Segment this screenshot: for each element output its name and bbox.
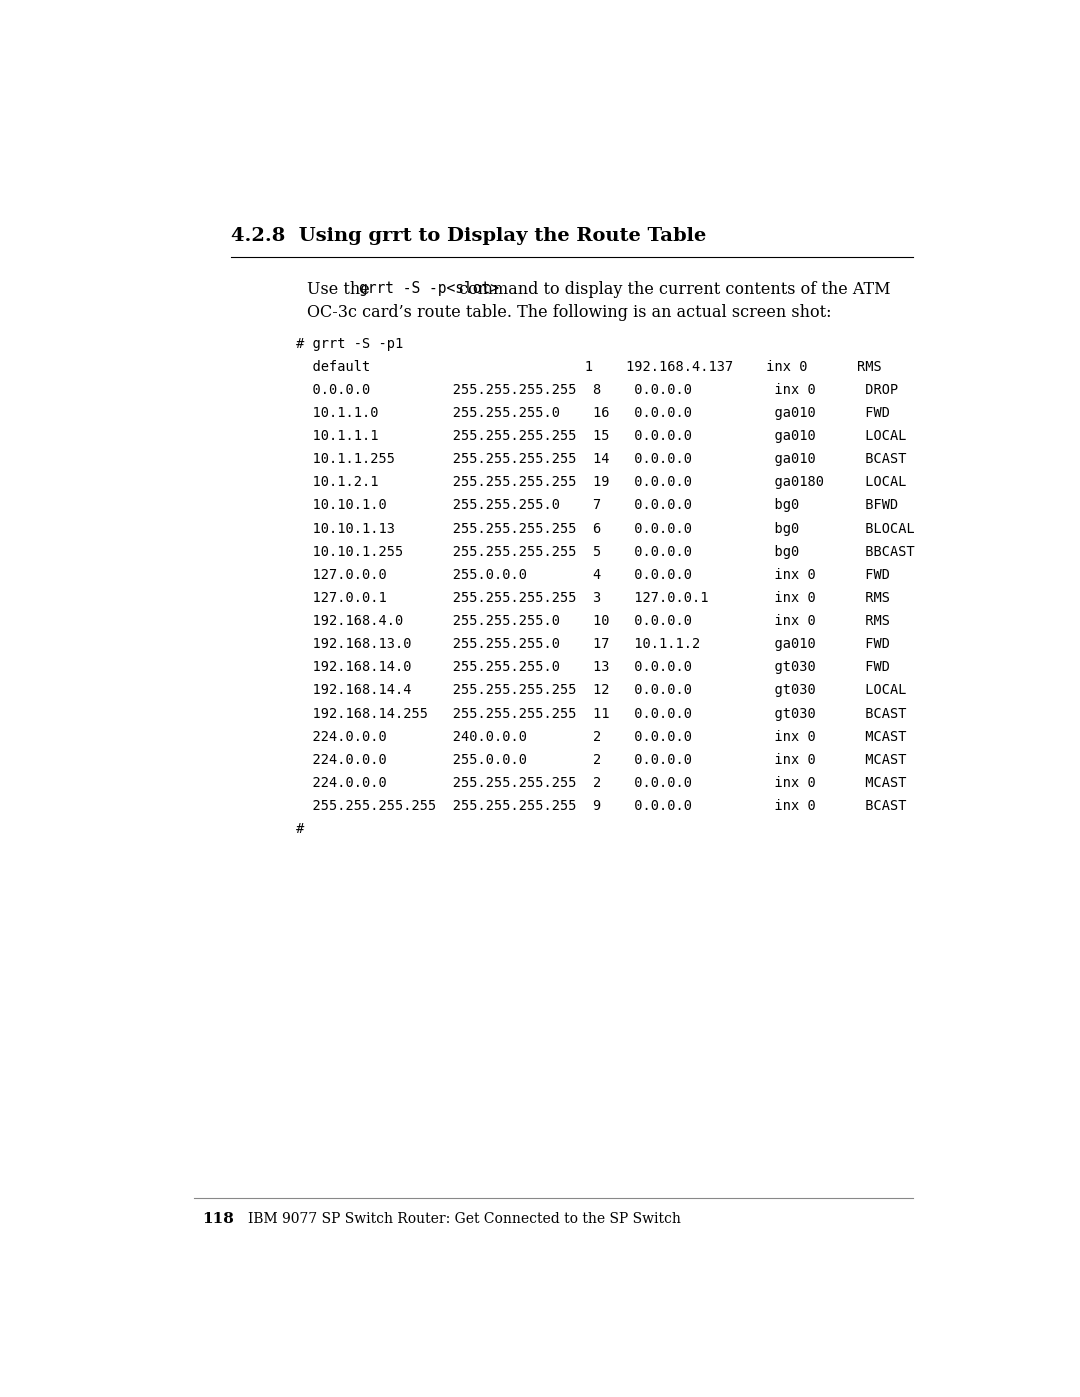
Text: OC-3c card’s route table. The following is an actual screen shot:: OC-3c card’s route table. The following … xyxy=(307,305,832,321)
Text: default                          1    192.168.4.137    inx 0      RMS: default 1 192.168.4.137 inx 0 RMS xyxy=(296,359,881,373)
Text: # grrt -S -p1: # grrt -S -p1 xyxy=(296,337,403,351)
Text: 192.168.13.0     255.255.255.0    17   10.1.1.2         ga010      FWD: 192.168.13.0 255.255.255.0 17 10.1.1.2 g… xyxy=(296,637,890,651)
Text: 127.0.0.1        255.255.255.255  3    127.0.0.1        inx 0      RMS: 127.0.0.1 255.255.255.255 3 127.0.0.1 in… xyxy=(296,591,890,605)
Text: 127.0.0.0        255.0.0.0        4    0.0.0.0          inx 0      FWD: 127.0.0.0 255.0.0.0 4 0.0.0.0 inx 0 FWD xyxy=(296,567,890,581)
Text: Use the: Use the xyxy=(307,281,375,298)
Text: 192.168.14.0     255.255.255.0    13   0.0.0.0          gt030      FWD: 192.168.14.0 255.255.255.0 13 0.0.0.0 gt… xyxy=(296,661,890,675)
Text: 192.168.4.0      255.255.255.0    10   0.0.0.0          inx 0      RMS: 192.168.4.0 255.255.255.0 10 0.0.0.0 inx… xyxy=(296,615,890,629)
Text: IBM 9077 SP Switch Router: Get Connected to the SP Switch: IBM 9077 SP Switch Router: Get Connected… xyxy=(248,1213,680,1227)
Text: #: # xyxy=(296,823,303,837)
Text: 10.10.1.255      255.255.255.255  5    0.0.0.0          bg0        BBCAST: 10.10.1.255 255.255.255.255 5 0.0.0.0 bg… xyxy=(296,545,915,559)
Text: 118: 118 xyxy=(202,1213,234,1227)
Text: 10.10.1.13       255.255.255.255  6    0.0.0.0          bg0        BLOCAL: 10.10.1.13 255.255.255.255 6 0.0.0.0 bg0… xyxy=(296,521,915,535)
Text: 10.1.1.1         255.255.255.255  15   0.0.0.0          ga010      LOCAL: 10.1.1.1 255.255.255.255 15 0.0.0.0 ga01… xyxy=(296,429,906,443)
Text: 192.168.14.255   255.255.255.255  11   0.0.0.0          gt030      BCAST: 192.168.14.255 255.255.255.255 11 0.0.0.… xyxy=(296,707,906,721)
Text: 10.10.1.0        255.255.255.0    7    0.0.0.0          bg0        BFWD: 10.10.1.0 255.255.255.0 7 0.0.0.0 bg0 BF… xyxy=(296,499,897,513)
Text: 224.0.0.0        255.0.0.0        2    0.0.0.0          inx 0      MCAST: 224.0.0.0 255.0.0.0 2 0.0.0.0 inx 0 MCAS… xyxy=(296,753,906,767)
Text: grrt -S -p<slot>: grrt -S -p<slot> xyxy=(360,281,499,296)
Text: 192.168.14.4     255.255.255.255  12   0.0.0.0          gt030      LOCAL: 192.168.14.4 255.255.255.255 12 0.0.0.0 … xyxy=(296,683,906,697)
Text: 255.255.255.255  255.255.255.255  9    0.0.0.0          inx 0      BCAST: 255.255.255.255 255.255.255.255 9 0.0.0.… xyxy=(296,799,906,813)
Text: 224.0.0.0        255.255.255.255  2    0.0.0.0          inx 0      MCAST: 224.0.0.0 255.255.255.255 2 0.0.0.0 inx … xyxy=(296,775,906,789)
Text: 10.1.1.0         255.255.255.0    16   0.0.0.0          ga010      FWD: 10.1.1.0 255.255.255.0 16 0.0.0.0 ga010 … xyxy=(296,407,890,420)
Text: 0.0.0.0          255.255.255.255  8    0.0.0.0          inx 0      DROP: 0.0.0.0 255.255.255.255 8 0.0.0.0 inx 0 … xyxy=(296,383,897,397)
Text: command to display the current contents of the ATM: command to display the current contents … xyxy=(454,281,890,298)
Text: 4.2.8  Using grrt to Display the Route Table: 4.2.8 Using grrt to Display the Route Ta… xyxy=(231,226,706,244)
Text: 224.0.0.0        240.0.0.0        2    0.0.0.0          inx 0      MCAST: 224.0.0.0 240.0.0.0 2 0.0.0.0 inx 0 MCAS… xyxy=(296,729,906,743)
Text: 10.1.2.1         255.255.255.255  19   0.0.0.0          ga0180     LOCAL: 10.1.2.1 255.255.255.255 19 0.0.0.0 ga01… xyxy=(296,475,906,489)
Text: 10.1.1.255       255.255.255.255  14   0.0.0.0          ga010      BCAST: 10.1.1.255 255.255.255.255 14 0.0.0.0 ga… xyxy=(296,453,906,467)
